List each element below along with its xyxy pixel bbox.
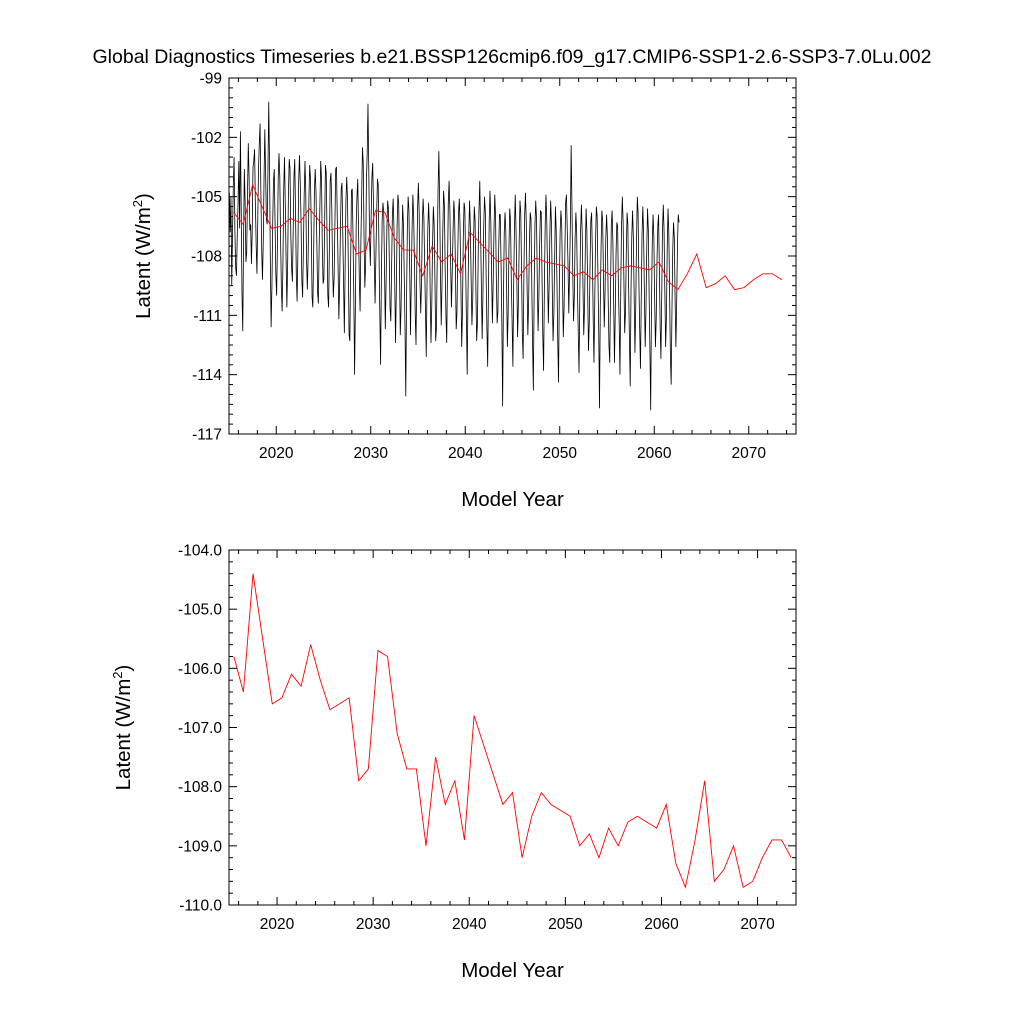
monthly-series-line: [229, 101, 680, 411]
x-axis-label: Model Year: [461, 488, 564, 511]
y-tick-label: -108.0: [178, 779, 222, 796]
y-tick-label: -105.0: [178, 602, 222, 619]
plot-frame: [228, 549, 797, 906]
y-tick-label: -107.0: [178, 720, 222, 737]
x-tick-label: 2020: [260, 916, 295, 933]
annual-mean-series-line: [233, 183, 783, 291]
y-axis-label: Latent (W/m2): [130, 193, 155, 319]
y-tick-label: -114: [192, 367, 222, 384]
x-tick-label: 2070: [732, 445, 767, 462]
x-axis-label: Model Year: [461, 959, 564, 982]
plot-area: [229, 101, 783, 411]
y-tick-label: -109.0: [178, 838, 222, 855]
x-tick-label: 2040: [448, 445, 483, 462]
y-tick-label: -108: [191, 249, 222, 266]
y-tick-label: -99: [200, 71, 222, 88]
y-tick-label: -110.0: [179, 898, 222, 915]
y-tick-label: -106.0: [178, 661, 222, 678]
bottom-panel: 2020 2030 2040 2050 2060 2070 -110.0 -109.0 -108…: [110, 543, 797, 982]
annual-mean-series-line: [233, 573, 792, 889]
x-tick-label: 2050: [548, 916, 583, 933]
x-tick-label: 2070: [740, 916, 775, 933]
plot-frame: [228, 77, 797, 435]
x-tick-label: 2040: [452, 916, 487, 933]
y-tick-label: -117: [192, 427, 222, 444]
x-tick-label: 2050: [543, 445, 578, 462]
x-tick-label: 2060: [637, 445, 672, 462]
x-tick-label: 2030: [356, 916, 391, 933]
y-axis-label: Latent (W/m2): [110, 665, 135, 791]
y-tick-label: -104.0: [178, 543, 222, 560]
y-tick-label: -105: [191, 189, 222, 206]
x-tick-label: 2030: [354, 445, 389, 462]
y-tick-label: -102: [191, 130, 222, 147]
top-panel: 2020 2030 2040 2050 2060 2070 -117 -114 -111 -108…: [130, 71, 797, 511]
x-tick-label: 2060: [644, 916, 679, 933]
plot-area: [233, 573, 792, 889]
y-tick-label: -111: [193, 308, 222, 325]
chart-title: Global Diagnostics Timeseries b.e21.BSSP…: [93, 46, 932, 68]
x-tick-label: 2020: [259, 445, 294, 462]
